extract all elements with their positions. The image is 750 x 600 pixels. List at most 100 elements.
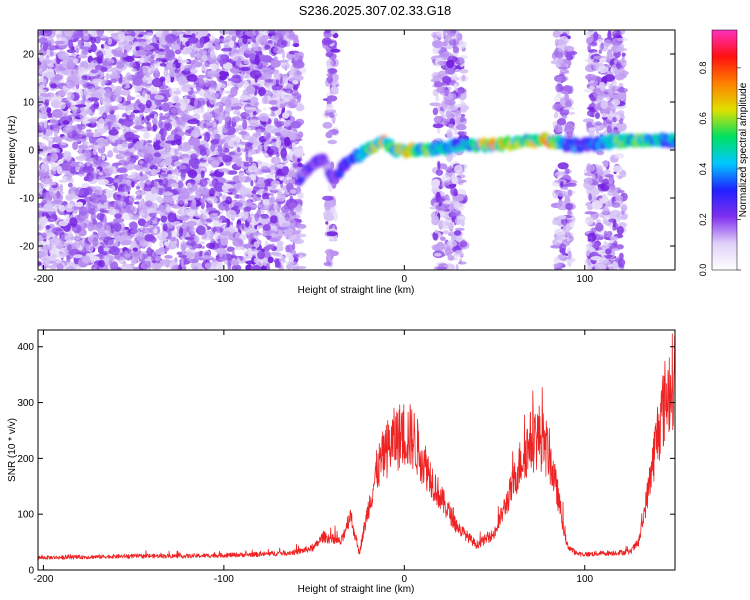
noise-blob — [266, 208, 271, 214]
noise-blob — [45, 129, 54, 134]
noise-blob — [596, 38, 603, 43]
noise-blob — [217, 145, 223, 154]
noise-blob — [161, 102, 170, 112]
noise-blob — [198, 30, 209, 37]
noise-blob — [132, 76, 143, 86]
noise-blob — [584, 216, 594, 226]
noise-blob — [567, 250, 572, 260]
noise-blob — [123, 118, 134, 127]
noise-blob — [565, 203, 573, 210]
noise-blob — [249, 122, 256, 127]
noise-blob — [330, 30, 336, 35]
noise-blob — [72, 106, 78, 114]
noise-blob — [253, 133, 262, 137]
noise-blob — [567, 189, 573, 197]
noise-blob — [38, 114, 49, 119]
noise-blob — [66, 244, 72, 251]
noise-blob — [268, 151, 273, 158]
noise-blob — [591, 200, 603, 210]
noise-blob — [166, 205, 171, 213]
noise-blob — [587, 232, 597, 242]
noise-blob — [149, 164, 158, 171]
noise-blob — [197, 147, 201, 157]
noise-blob — [447, 222, 454, 230]
noise-blob — [64, 203, 75, 213]
noise-blob — [92, 219, 98, 225]
noise-blob — [41, 232, 47, 239]
noise-blob — [217, 83, 226, 89]
noise-blob — [185, 245, 193, 249]
noise-blob — [184, 236, 195, 241]
noise-blob — [262, 198, 270, 206]
noise-blob — [563, 186, 569, 190]
noise-blob — [611, 64, 618, 71]
noise-blob — [290, 98, 295, 107]
noise-blob — [200, 170, 205, 179]
noise-blob — [329, 112, 335, 119]
noise-blob — [65, 265, 76, 270]
noise-blob — [605, 200, 612, 207]
noise-blob — [432, 231, 439, 241]
noise-blob — [185, 208, 196, 216]
noise-blob — [446, 59, 455, 69]
noise-blob — [59, 183, 63, 194]
noise-blob — [94, 36, 101, 44]
noise-blob — [145, 99, 152, 109]
noise-blob — [174, 95, 180, 104]
noise-blob — [130, 171, 139, 177]
noise-blob — [47, 63, 54, 68]
noise-blob — [435, 196, 445, 203]
noise-blob — [233, 194, 243, 199]
noise-blob — [190, 153, 198, 161]
noise-blob — [297, 191, 304, 200]
noise-blob — [190, 202, 197, 210]
noise-blob — [222, 57, 228, 65]
noise-blob — [281, 222, 291, 228]
noise-blob — [242, 120, 248, 130]
noise-blob — [80, 220, 92, 228]
noise-blob — [125, 72, 132, 82]
noise-blob — [99, 193, 107, 203]
spectrogram-signal-ridge — [295, 132, 675, 186]
noise-blob — [248, 156, 253, 164]
noise-blob — [120, 89, 131, 96]
noise-blob — [552, 30, 561, 38]
noise-blob — [248, 137, 255, 143]
noise-blob — [238, 172, 246, 183]
noise-blob — [154, 94, 164, 100]
noise-blob — [51, 167, 57, 175]
noise-blob — [107, 30, 116, 34]
noise-blob — [584, 211, 596, 215]
noise-blob — [186, 150, 198, 155]
noise-blob — [226, 209, 237, 219]
noise-blob — [40, 107, 47, 111]
noise-blob — [135, 232, 146, 242]
noise-blob — [618, 264, 625, 268]
noise-blob — [565, 223, 571, 233]
noise-blob — [435, 95, 440, 102]
noise-blob — [204, 262, 212, 269]
noise-blob — [296, 102, 304, 111]
noise-blob — [233, 109, 241, 115]
noise-blob — [174, 148, 179, 156]
noise-blob — [203, 91, 212, 101]
noise-blob — [43, 119, 48, 129]
noise-blob — [217, 38, 230, 43]
noise-blob — [233, 141, 238, 146]
noise-blob — [602, 217, 607, 225]
noise-blob — [146, 140, 153, 144]
noise-blob — [293, 147, 304, 158]
noise-blob — [179, 165, 187, 170]
noise-blob — [225, 196, 233, 205]
noise-blob — [602, 205, 609, 215]
noise-blob — [138, 160, 144, 165]
noise-blob — [178, 254, 187, 258]
noise-blob — [328, 53, 337, 60]
noise-blob — [330, 58, 339, 68]
noise-blob — [597, 65, 609, 74]
noise-blob — [248, 109, 255, 119]
noise-blob — [585, 74, 597, 81]
noise-blob — [591, 175, 597, 181]
noise-blob — [213, 56, 217, 61]
noise-blob — [83, 247, 87, 253]
